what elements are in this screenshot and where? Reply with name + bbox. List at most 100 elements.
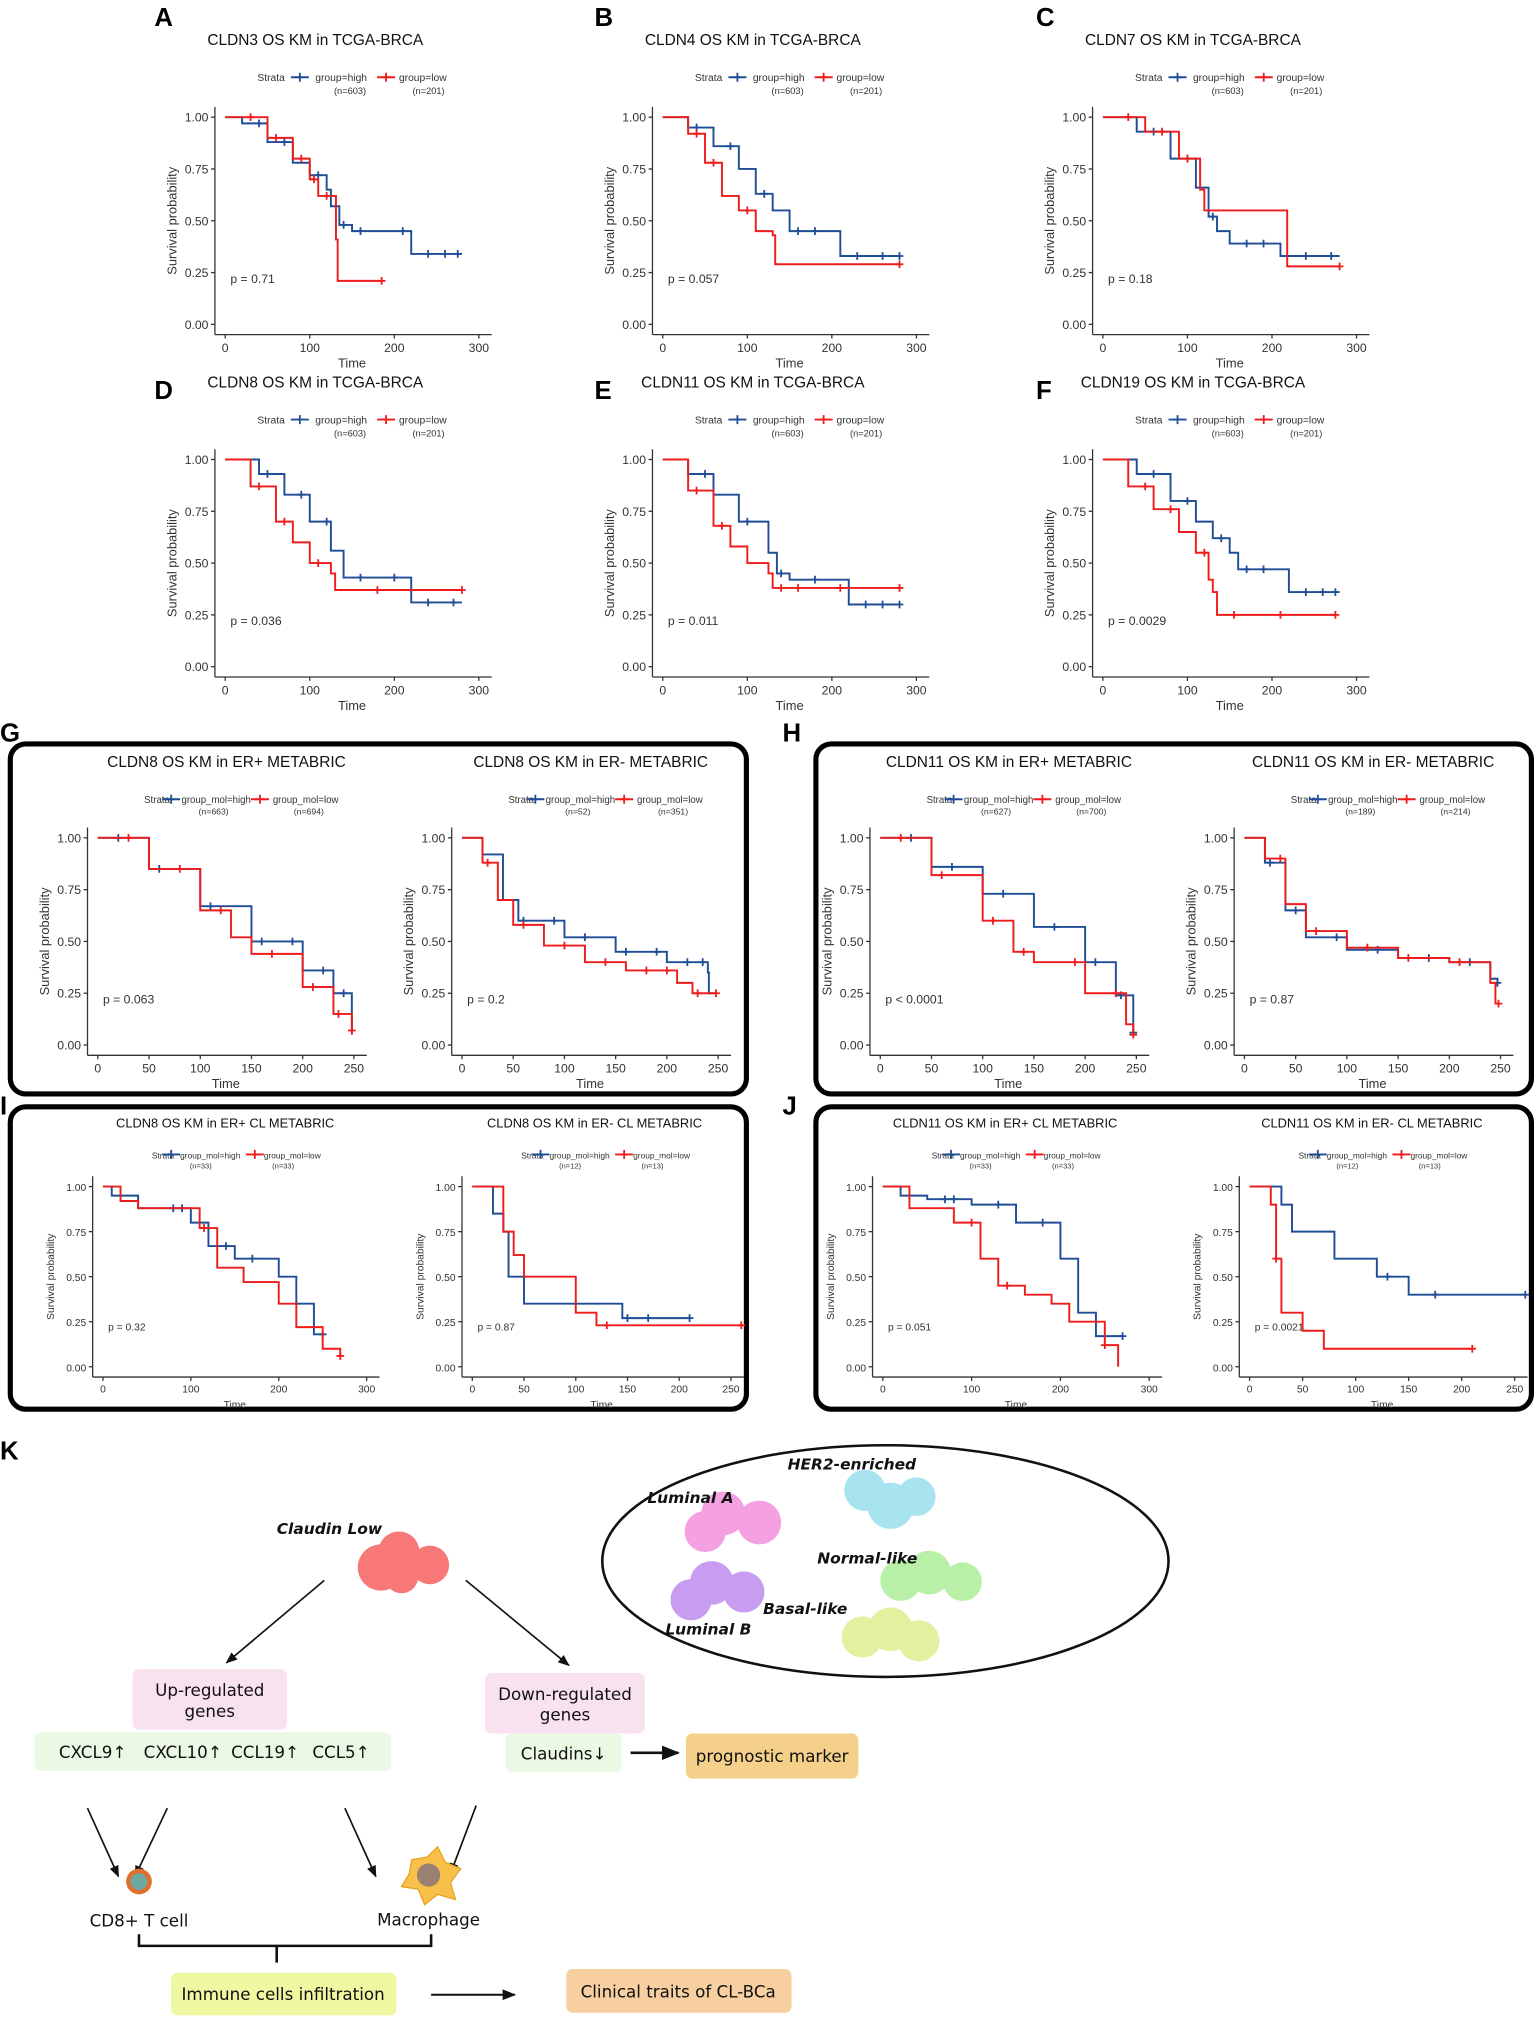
x-axis-label: Time: [338, 698, 366, 713]
x-tick-label: 300: [906, 683, 927, 697]
legend-n-high: (n=12): [559, 1162, 581, 1171]
x-tick-label: 150: [1400, 1385, 1417, 1396]
y-tick-label: 0.00: [421, 1039, 445, 1053]
censor-mark: [644, 1314, 653, 1322]
x-tick-label: 50: [1297, 1385, 1309, 1396]
label-basal-like: Basal-like: [763, 1600, 847, 1618]
censor-mark: [878, 252, 887, 260]
y-tick-label: 1.00: [185, 111, 209, 125]
censor-mark: [948, 862, 956, 871]
chart-title: CLDN8 OS KM in ER+ CL METABRIC: [116, 1115, 334, 1130]
legend-n-high: (n=603): [334, 428, 366, 438]
legend-n-low: (n=351): [658, 807, 688, 817]
km-charts: CLDN3 OS KM in TCGA-BRCA Strata group=high…: [37, 32, 1530, 1411]
p-value: p < 0.0001: [885, 993, 943, 1007]
legend-label-low: group_mol=low: [1044, 1150, 1102, 1160]
x-tick-label: 0: [100, 1385, 106, 1396]
x-axis-label: Time: [776, 698, 804, 713]
panel-i-frame: [7, 1104, 749, 1412]
panel-letter-c: C: [1036, 4, 1055, 32]
x-tick-label: 200: [1262, 341, 1283, 355]
legend-title: Strata: [144, 795, 170, 806]
legend-n-low: (n=201): [1290, 428, 1322, 438]
p-value: p = 0.036: [230, 614, 282, 628]
censor-mark: [1071, 958, 1079, 967]
censor-mark: [356, 227, 365, 235]
prognostic-marker-box: [685, 1733, 859, 1779]
censor-mark: [334, 1010, 343, 1018]
legend-title: Strata: [927, 795, 953, 806]
censor-mark: [1124, 113, 1133, 122]
y-tick-label: 0.00: [66, 1363, 86, 1374]
legend-label-high: group=high: [753, 415, 805, 426]
y-tick-label: 0.25: [1204, 987, 1228, 1001]
legend-title: Strata: [257, 73, 285, 84]
censor-mark: [1230, 611, 1238, 619]
legend-marker-high: [1313, 794, 1323, 804]
x-tick-label: 50: [1289, 1062, 1303, 1076]
y-tick-label: 0.00: [846, 1363, 866, 1374]
legend-marker-high: [295, 72, 305, 82]
censor-mark: [895, 260, 904, 269]
censor-mark: [453, 250, 462, 258]
censor-mark: [1050, 923, 1059, 931]
survival-curve-low: [662, 458, 900, 589]
arrow: [86, 1807, 120, 1878]
y-tick-label: 0.50: [185, 557, 209, 571]
x-tick-label: 100: [567, 1385, 584, 1396]
y-tick-label: 0.50: [1213, 1273, 1233, 1284]
censor-mark: [449, 598, 458, 607]
x-tick-label: 300: [1346, 683, 1367, 697]
km-plot: CLDN19 OS KM in TCGA-BRCA Strata group=hig…: [1042, 374, 1370, 713]
censor-mark: [458, 586, 466, 594]
p-value: p = 0.0029: [1108, 614, 1166, 628]
legend-n-high: (n=33): [190, 1162, 212, 1171]
x-tick-label: 100: [972, 1062, 993, 1076]
panel-letter-k: K: [0, 1437, 19, 1465]
x-tick-label: 100: [1347, 1385, 1364, 1396]
arrow: [344, 1807, 377, 1878]
x-tick-label: 250: [1126, 1062, 1147, 1076]
censor-mark: [280, 517, 289, 526]
survival-curve-high: [1102, 116, 1340, 257]
km-plot: CLDN11 OS KM in ER- CL METABRICStratagro…: [1193, 1115, 1530, 1411]
x-axis-label: Time: [1216, 355, 1244, 370]
x-tick-label: 50: [518, 1385, 530, 1396]
p-value: p = 0.32: [108, 1323, 146, 1334]
p-value: p = 0.0021: [1255, 1323, 1304, 1334]
chart-title: CLDN7 OS KM in TCGA-BRCA: [1085, 32, 1302, 49]
censor-mark: [1183, 497, 1192, 505]
x-tick-label: 300: [469, 683, 490, 697]
censor-mark: [1038, 1218, 1047, 1227]
x-tick-label: 300: [469, 341, 490, 355]
y-tick-label: 0.50: [57, 935, 81, 949]
y-tick-label: 1.00: [185, 453, 209, 467]
x-tick-label: 200: [822, 683, 843, 697]
y-tick-label: 0.25: [622, 266, 646, 280]
legend-title: Strata: [508, 795, 534, 806]
gene-ccl19: CCL19↑: [231, 1742, 299, 1762]
censor-mark: [1242, 565, 1251, 574]
legend-marker-low: [819, 72, 829, 82]
censor-mark: [941, 1195, 949, 1204]
legend-n-low: (n=201): [850, 428, 882, 438]
y-tick-label: 1.00: [840, 831, 864, 845]
km-plot: CLDN8 OS KM in TCGA-BRCA Strata group=high…: [164, 374, 492, 713]
censor-mark: [1431, 1290, 1440, 1299]
panel-h-frame: [813, 741, 1534, 1097]
legend-marker-low: [619, 794, 629, 804]
legend-label-low: group=low: [1277, 415, 1325, 426]
censor-mark: [1129, 1030, 1138, 1039]
censor-mark: [718, 521, 726, 530]
legend-marker-high: [1173, 415, 1183, 425]
x-tick-label: 200: [822, 341, 843, 355]
censor-mark: [692, 486, 701, 495]
x-tick-label: 0: [877, 1062, 884, 1076]
panel-letter-j: J: [782, 1093, 796, 1121]
censor-mark: [1259, 565, 1268, 574]
censor-mark: [967, 1218, 976, 1227]
legend-n-low: (n=201): [850, 86, 882, 96]
y-tick-label: 0.00: [436, 1363, 456, 1374]
censor-mark: [550, 916, 559, 925]
censor-mark: [356, 573, 365, 582]
